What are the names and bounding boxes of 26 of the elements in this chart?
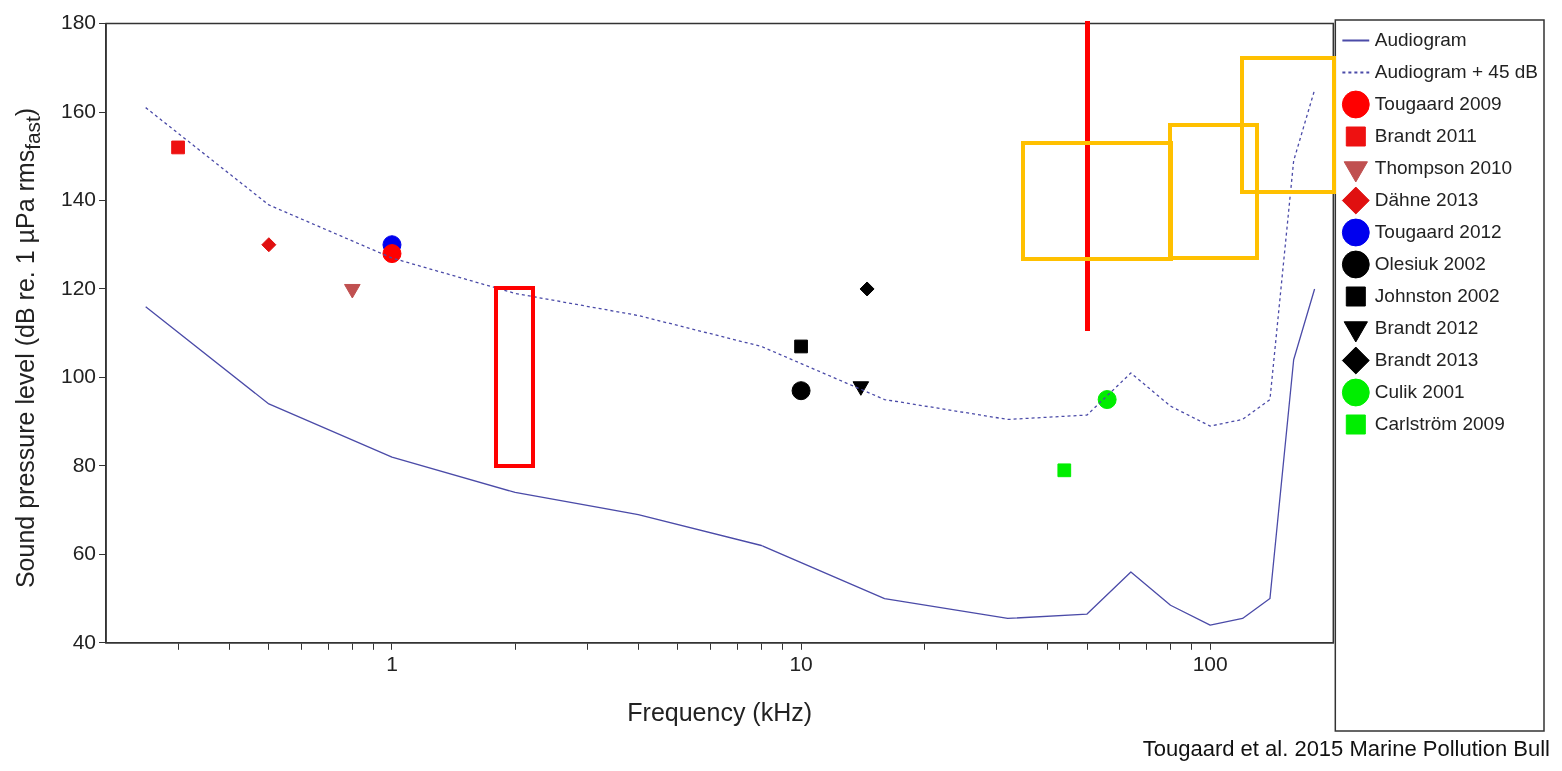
y-tick-label: 40 <box>72 629 97 653</box>
x-tick-label: 1 <box>386 652 398 676</box>
x-axis-title: Frequency (kHz) <box>627 697 813 726</box>
y-tick-label: 80 <box>72 452 97 476</box>
legend-label: Carlström 2009 <box>1374 412 1505 434</box>
legend-label: Dähne 2013 <box>1374 188 1479 210</box>
x-tick-label: 100 <box>1192 652 1228 676</box>
y-tick-label: 60 <box>72 541 97 565</box>
legend-label: Olesiuk 2002 <box>1374 252 1486 274</box>
legend-label: Brandt 2013 <box>1374 348 1479 370</box>
legend-label: Tougaard 2012 <box>1374 220 1502 242</box>
legend-label: Brandt 2012 <box>1374 316 1479 338</box>
text: Tougaard et al. 2015 Marine Pollution Bull <box>1142 736 1550 762</box>
x-tick-label: 10 <box>789 652 813 676</box>
legend-label: Brandt 2011 <box>1374 124 1477 146</box>
y-tick-label: 100 <box>60 364 97 388</box>
legend-label: Thompson 2010 <box>1374 156 1513 178</box>
legend-label: Audiogram <box>1374 28 1467 50</box>
legend-label: Culik 2001 <box>1374 380 1465 402</box>
y-tick-label: 180 <box>60 10 97 34</box>
y-tick-label: 120 <box>60 275 97 299</box>
legend-label: Audiogram + 45 dB <box>1374 60 1539 82</box>
y-tick-label: 160 <box>60 98 97 122</box>
legend-label: Johnston 2002 <box>1374 284 1500 306</box>
legend-label: Tougaard 2009 <box>1374 92 1502 114</box>
y-tick-label: 140 <box>60 187 97 211</box>
